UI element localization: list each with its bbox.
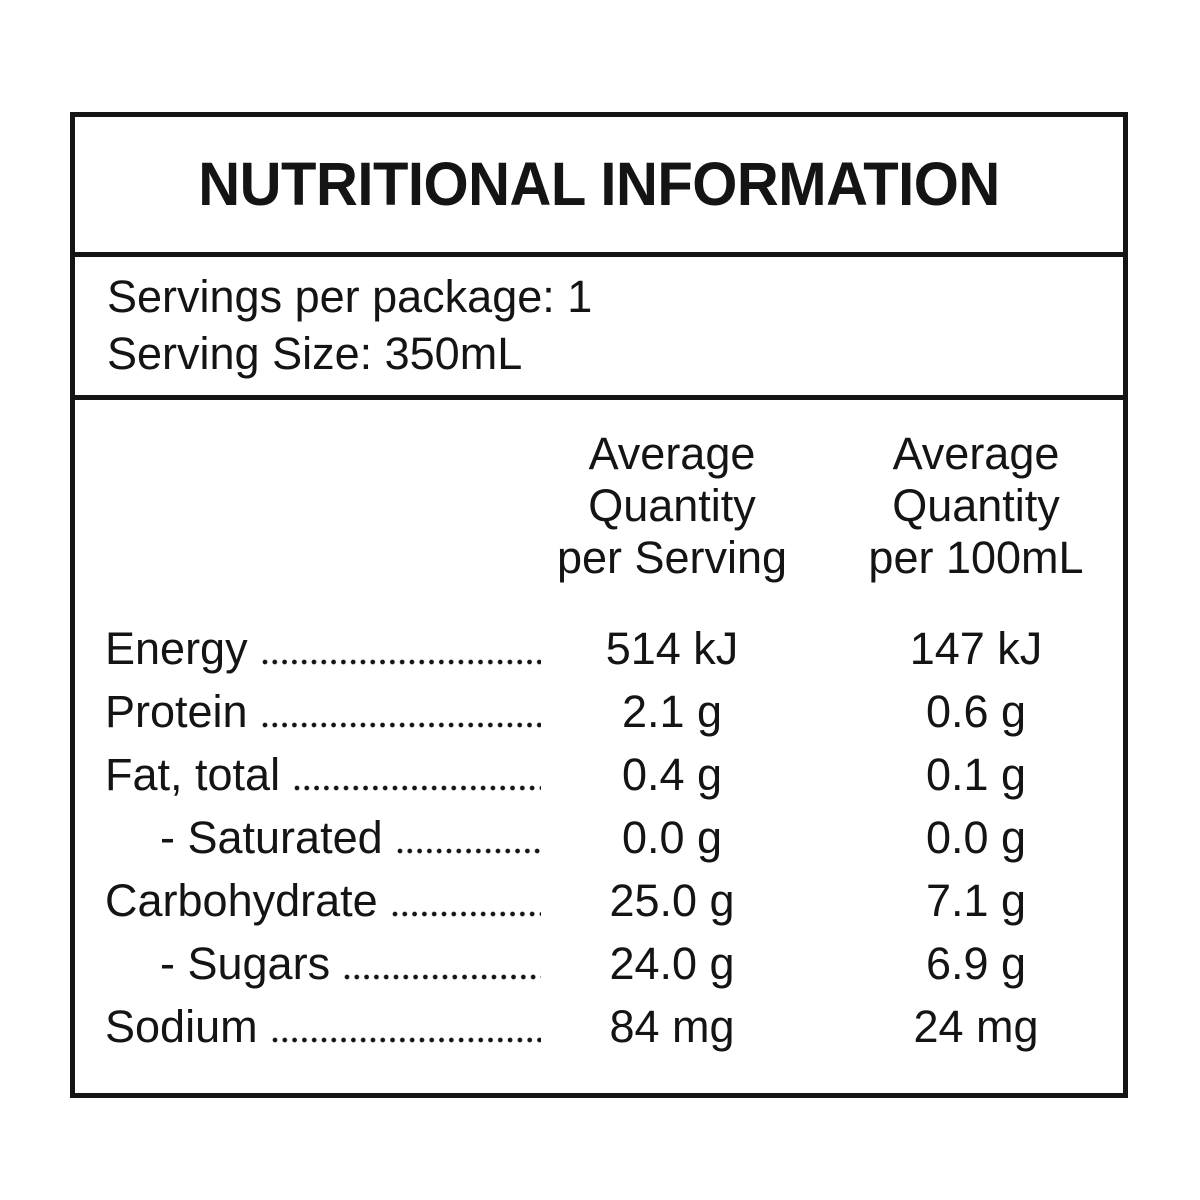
nutrient-row: - Sugars 24.0 g 6.9 g xyxy=(105,941,1093,987)
per-100ml-value: 0.6 g xyxy=(925,686,1027,737)
nutrient-row: Carbohydrate 25.0 g 7.1 g xyxy=(105,878,1093,924)
dot-leader xyxy=(271,1037,541,1043)
per-100ml-value: 147 kJ xyxy=(909,623,1043,674)
per-100ml-value: 7.1 g xyxy=(925,875,1027,926)
dot-leader xyxy=(261,722,541,728)
nutrient-name: Carbohydrate xyxy=(105,875,378,926)
nutrition-panel: NUTRITIONAL INFORMATION Servings per pac… xyxy=(70,112,1128,1098)
nutrient-name: Energy xyxy=(105,623,248,674)
per-serving-value: 514 kJ xyxy=(605,623,739,674)
per-serving-value: 0.0 g xyxy=(621,812,723,863)
nutrient-row: - Saturated 0.0 g 0.0 g xyxy=(105,815,1093,861)
panel-title: NUTRITIONAL INFORMATION xyxy=(198,150,1000,219)
dot-leader xyxy=(261,659,541,665)
column-headers: Average Quantity per Serving Average Qua… xyxy=(105,428,1093,584)
nutrient-row: Energy 514 kJ 147 kJ xyxy=(105,626,1093,672)
per-serving-value: 24.0 g xyxy=(609,938,735,989)
nutrient-label-cell: Carbohydrate xyxy=(105,878,545,924)
per-100ml-value: 0.1 g xyxy=(925,749,1027,800)
nutrient-label-cell: Protein xyxy=(105,689,545,735)
nutrient-label-cell: Sodium xyxy=(105,1004,545,1050)
per-100ml-value: 24 mg xyxy=(913,1001,1039,1052)
nutrient-label-cell: - Saturated xyxy=(105,815,545,861)
per-serving-value: 0.4 g xyxy=(621,749,723,800)
nutrient-label-cell: Energy xyxy=(105,626,545,672)
nutrient-name: Protein xyxy=(105,686,248,737)
per-serving-value: 2.1 g xyxy=(621,686,723,737)
serving-section: Servings per package: 1 Serving Size: 35… xyxy=(75,257,1123,400)
nutrient-label-cell: - Sugars xyxy=(105,941,545,987)
nutrient-row: Fat, total 0.4 g 0.1 g xyxy=(105,752,1093,798)
nutrient-table: Average Quantity per Serving Average Qua… xyxy=(75,400,1123,1093)
title-section: NUTRITIONAL INFORMATION xyxy=(75,117,1123,257)
serving-size: Serving Size: 350mL xyxy=(107,328,523,379)
per-100ml-value: 6.9 g xyxy=(925,938,1027,989)
nutrient-label-cell: Fat, total xyxy=(105,752,545,798)
nutrient-name: - Sugars xyxy=(160,938,331,989)
per-100ml-value: 0.0 g xyxy=(925,812,1027,863)
nutrient-name: Sodium xyxy=(105,1001,258,1052)
nutrient-name: - Saturated xyxy=(160,812,383,863)
per-serving-value: 84 mg xyxy=(609,1001,735,1052)
dot-leader xyxy=(391,911,541,917)
dot-leader xyxy=(396,848,541,854)
dot-leader xyxy=(294,785,541,791)
column-header-per-serving: Average Quantity per Serving xyxy=(556,428,788,583)
nutrient-name: Fat, total xyxy=(105,749,281,800)
dot-leader xyxy=(344,974,541,980)
nutrient-rows: Energy 514 kJ 147 kJ Protein 2.1 g 0.6 g… xyxy=(105,626,1093,1050)
servings-per-package: Servings per package: 1 xyxy=(107,271,593,322)
nutrient-row: Protein 2.1 g 0.6 g xyxy=(105,689,1093,735)
nutrient-row: Sodium 84 mg 24 mg xyxy=(105,1004,1093,1050)
per-serving-value: 25.0 g xyxy=(609,875,735,926)
column-header-per-100ml: Average Quantity per 100mL xyxy=(868,428,1084,583)
